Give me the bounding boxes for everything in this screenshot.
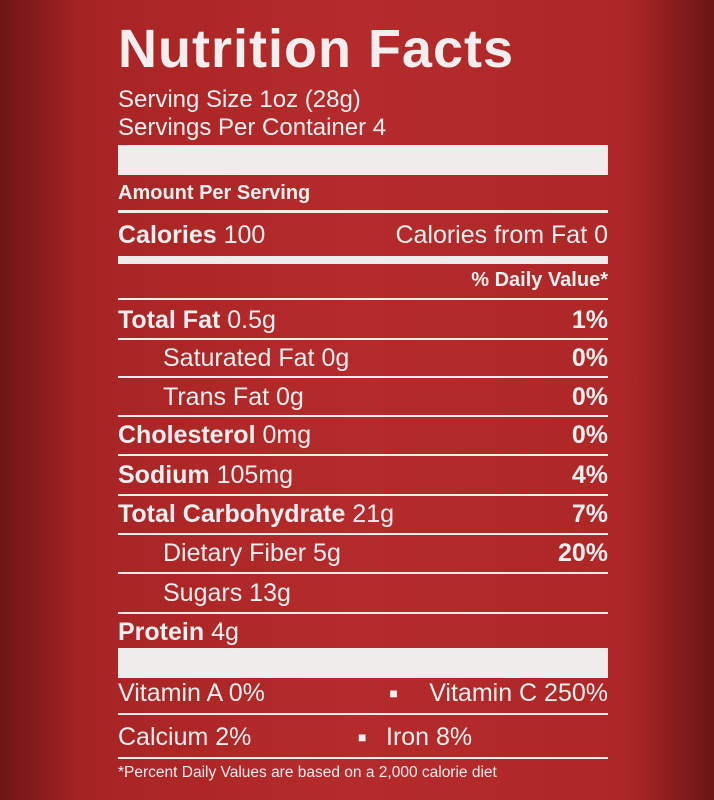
nutrient-amount: 0g <box>321 343 350 372</box>
nutrient-dv: 0% <box>571 382 608 411</box>
nutrient-label: Total Carbohydrate <box>118 499 346 528</box>
divider <box>118 454 608 456</box>
title: Nutrition Facts <box>118 19 515 79</box>
divider <box>118 210 608 213</box>
nutrient-label: Sugars <box>163 578 243 607</box>
nutrient-amount: 0g <box>276 382 304 411</box>
nutrient-dv: 4% <box>571 460 608 489</box>
nutrient-row: Cholesterol 0mg 0% <box>118 416 608 454</box>
nutrient-amount: 4g <box>211 617 239 646</box>
nutrient-amount: 21g <box>352 499 395 528</box>
divider <box>118 533 608 535</box>
servings: Servings Per Container 4 <box>118 114 387 141</box>
nutrient-dv: 0% <box>571 420 608 449</box>
dv-header: % Daily Value* <box>118 261 608 299</box>
divider <box>118 648 608 678</box>
calories-label: Calories <box>118 220 217 249</box>
nutrient-amount: 105mg <box>216 460 294 489</box>
divider <box>118 757 608 759</box>
divider <box>118 376 608 378</box>
divider <box>118 298 608 300</box>
divider <box>118 338 608 340</box>
divider <box>118 713 608 715</box>
calories-from-fat: Calories from Fat 0 <box>395 220 608 249</box>
footnote: *Percent Daily Values are based on a 2,0… <box>118 764 497 781</box>
vitamin: Vitamin A 0% <box>118 678 265 707</box>
nutrient-dv: 7% <box>571 499 608 528</box>
nutrient-amount: 5g <box>313 538 341 567</box>
nutrient-row: Total Carbohydrate 21g 7% <box>118 495 608 533</box>
vitamin-row: Vitamin A 0% ■ Vitamin C 250% <box>118 678 608 707</box>
vitamin-row: Calcium 2% ■ Iron 8% <box>118 722 473 751</box>
nutrient-label: Protein <box>118 617 205 646</box>
nutrient-amount: 0mg <box>262 420 312 449</box>
calories-row: Calories 100 Calories from Fat 0 <box>118 216 608 254</box>
divider <box>118 494 608 496</box>
nutrient-label: Cholesterol <box>118 420 256 449</box>
nutrition-label: Nutrition Facts Serving Size 1oz (28g) S… <box>118 0 608 800</box>
divider <box>118 256 608 264</box>
nutrient-dv: 20% <box>557 538 608 567</box>
divider <box>118 572 608 574</box>
vitamin: Iron 8% <box>386 722 473 751</box>
nutrient-label: Saturated Fat <box>163 343 315 372</box>
vitamin: Calcium 2% <box>118 722 252 751</box>
nutrient-dv: 0% <box>571 343 608 372</box>
serving-size: Serving Size 1oz (28g) <box>118 86 361 113</box>
nutrient-row: Total Fat 0.5g 1% <box>118 301 608 339</box>
nutrient-label: Dietary Fiber <box>163 538 307 567</box>
nutrient-row: Sugars 13g <box>118 574 608 612</box>
divider <box>118 612 608 614</box>
nutrient-row: Sodium 105mg 4% <box>118 456 608 494</box>
vitamin: Vitamin C 250% <box>429 678 608 707</box>
amount-per-serving: Amount Per Serving <box>118 182 311 204</box>
dv-header-text: % Daily Value* <box>471 268 608 291</box>
nutrient-row: Protein 4g <box>118 613 608 651</box>
nutrient-amount: 13g <box>249 578 291 607</box>
calories-value: 100 <box>223 220 266 249</box>
nutrient-row: Trans Fat 0g 0% <box>118 378 608 416</box>
nutrient-row: Dietary Fiber 5g 20% <box>118 534 608 572</box>
nutrient-amount: 0.5g <box>227 305 276 334</box>
nutrient-dv: 1% <box>571 305 608 334</box>
divider <box>118 145 608 175</box>
nutrient-row: Saturated Fat 0g 0% <box>118 339 608 377</box>
divider <box>118 415 608 417</box>
calories: Calories 100 <box>118 221 265 250</box>
nutrient-label: Trans Fat <box>163 382 270 411</box>
nutrient-label: Sodium <box>118 460 210 489</box>
nutrient-label: Total Fat <box>118 305 221 334</box>
